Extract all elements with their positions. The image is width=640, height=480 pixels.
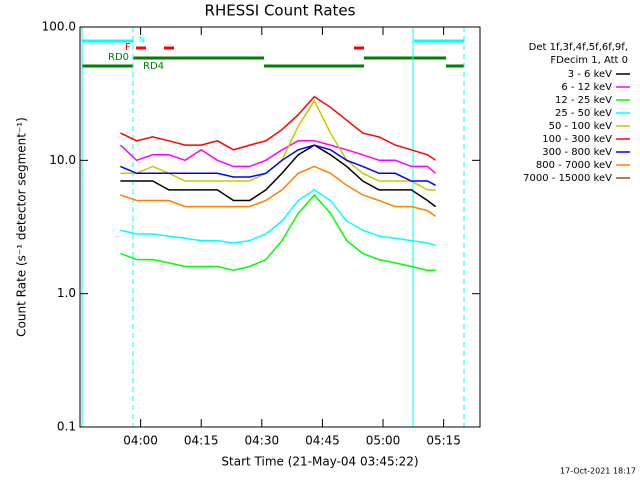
series-line — [119, 140, 437, 174]
series-line — [120, 144, 437, 208]
series-line — [120, 165, 437, 218]
flag-label: F — [125, 42, 131, 53]
detector-note: Det 1f,3f,4f,5f,6f,9f, — [529, 42, 628, 53]
x-tick-label: 04:15 — [184, 434, 219, 448]
y-tick-label: 100.0 — [42, 20, 76, 34]
y-axis-label: Count Rate (s⁻¹ detector segment⁻¹) — [15, 117, 29, 337]
decim-note: FDecim 1, Att 0 — [550, 55, 628, 66]
flag-bars — [81, 27, 465, 427]
x-tick-label: 04:00 — [123, 434, 158, 448]
series-line — [120, 95, 437, 161]
x-tick-label: 05:15 — [426, 434, 461, 448]
legend-label: 800 - 7000 keV — [536, 160, 612, 171]
legend-label: 6 - 12 keV — [561, 82, 612, 93]
flag-label: RD4 — [143, 61, 164, 72]
legend-label: 50 - 100 keV — [549, 121, 613, 132]
footer: 17-Oct-2021 18:17 — [560, 467, 636, 476]
legend-label: 25 - 50 keV — [555, 108, 612, 119]
legend-label: 3 - 6 keV — [568, 69, 612, 80]
series-line — [120, 193, 436, 271]
x-tick-label: 05:00 — [366, 434, 401, 448]
chart-title: RHESSI Count Rates — [205, 2, 356, 20]
plot-frame — [79, 26, 481, 428]
legend-label: 100 - 300 keV — [542, 134, 612, 145]
flag-label: N — [139, 36, 145, 45]
legend-label: 300 - 800 keV — [542, 147, 612, 158]
x-tick-label: 04:45 — [305, 434, 340, 448]
y-tick-label: 0.1 — [57, 420, 76, 434]
y-tick-label: 1.0 — [57, 286, 76, 300]
y-tick-label: 10.0 — [49, 153, 76, 167]
series-line — [120, 189, 436, 247]
x-tick-label: 04:30 — [245, 434, 280, 448]
flag-label: RD0 — [108, 52, 129, 63]
series-line — [120, 144, 436, 186]
legend-label: 7000 - 15000 keV — [523, 173, 612, 184]
legend-label: 12 - 25 keV — [555, 95, 612, 106]
x-axis-label: Start Time (21-May-04 03:45:22) — [221, 455, 418, 469]
